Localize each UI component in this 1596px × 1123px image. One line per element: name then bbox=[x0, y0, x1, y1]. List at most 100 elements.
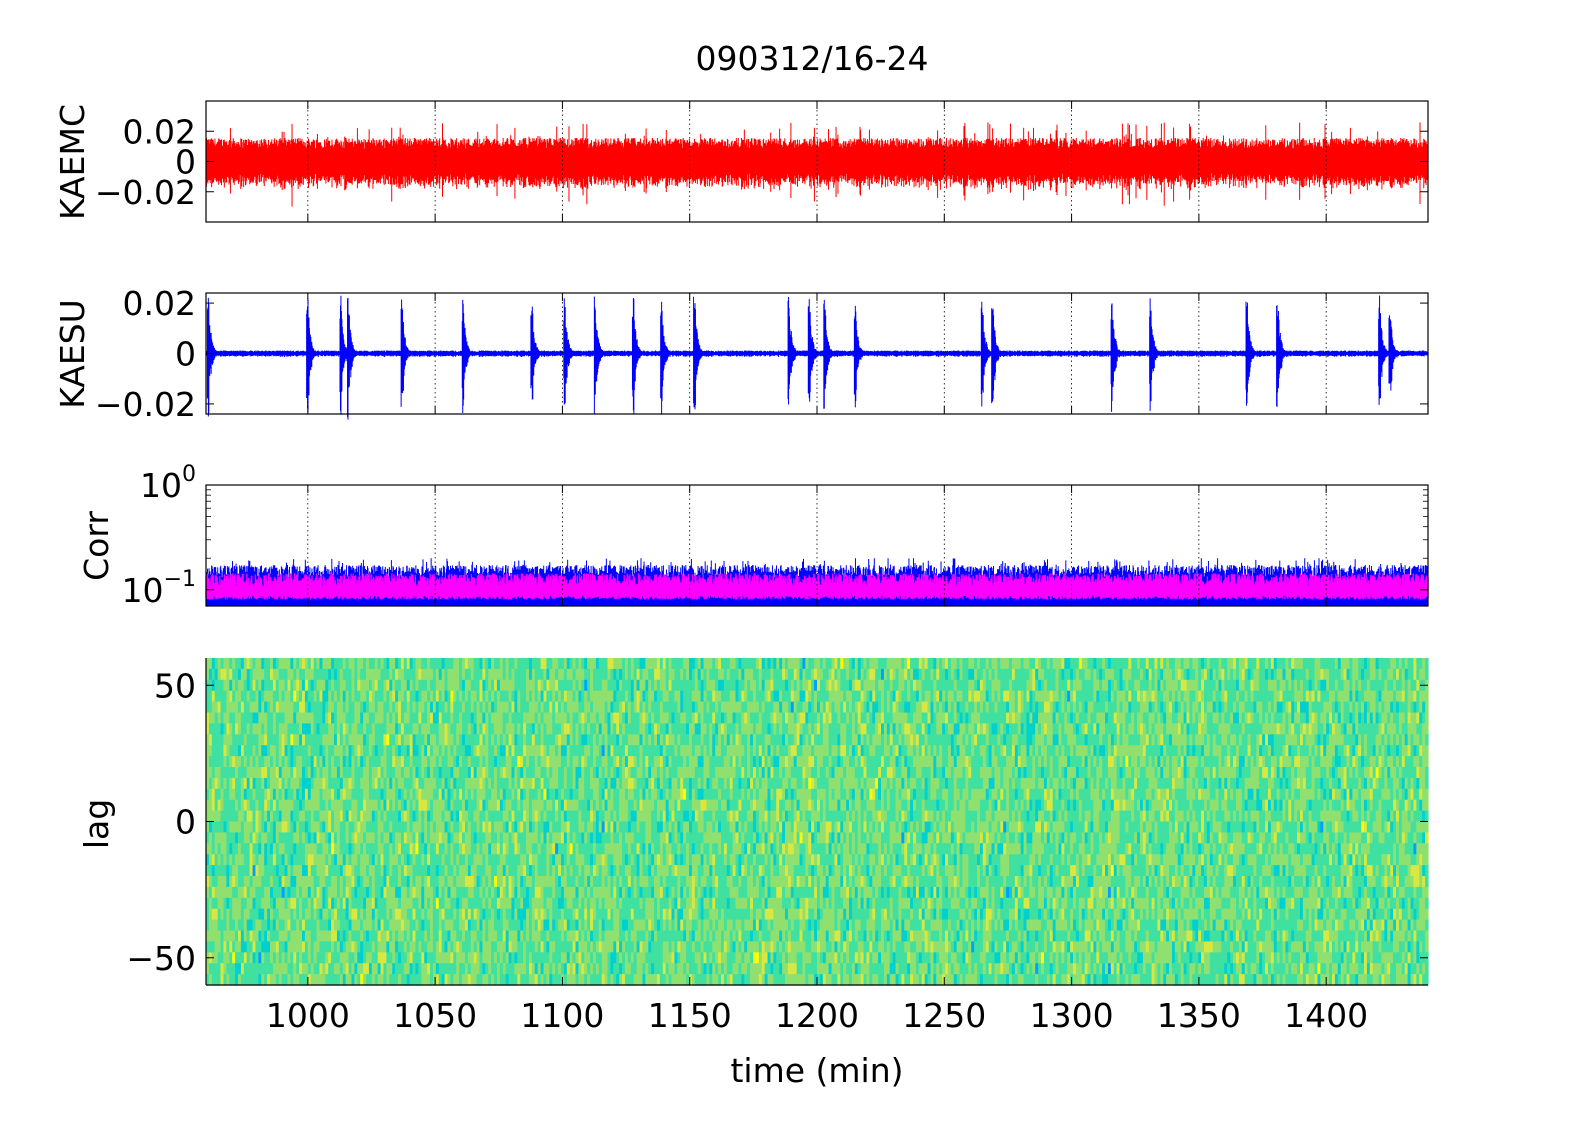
heatmap-cell bbox=[427, 788, 431, 801]
heatmap-cell bbox=[485, 745, 489, 757]
heatmap-cell bbox=[642, 876, 646, 888]
heatmap-cell bbox=[400, 690, 405, 703]
heatmap-cell bbox=[592, 734, 597, 746]
heatmap-cell bbox=[552, 756, 556, 768]
heatmap-cell bbox=[345, 767, 350, 779]
heatmap-cell bbox=[601, 668, 606, 681]
heatmap-cell bbox=[659, 788, 664, 801]
heatmap-column bbox=[281, 658, 286, 986]
heatmap-cell bbox=[281, 799, 286, 812]
heatmap-column bbox=[287, 658, 291, 986]
heatmap-cell bbox=[616, 854, 620, 866]
heatmap-cell bbox=[360, 690, 364, 703]
heatmap-cell bbox=[432, 952, 437, 964]
heatmap-cell bbox=[249, 821, 254, 833]
heatmap-cell bbox=[485, 690, 489, 703]
heatmap-column bbox=[656, 658, 661, 986]
heatmap-column bbox=[505, 658, 510, 986]
heatmap-cell bbox=[555, 843, 559, 855]
heatmap-column bbox=[400, 658, 405, 986]
heatmap-column bbox=[290, 658, 294, 986]
heatmap-cell bbox=[386, 799, 390, 812]
heatmap-cell bbox=[447, 745, 451, 757]
heatmap-cell bbox=[310, 777, 315, 790]
heatmap-cell bbox=[630, 777, 635, 790]
heatmap-cell bbox=[206, 734, 210, 746]
heatmap-cell bbox=[389, 908, 393, 921]
heatmap-cell bbox=[293, 788, 297, 801]
heatmap-cell bbox=[627, 788, 632, 801]
heatmap-cell bbox=[293, 777, 297, 790]
heatmap-cell bbox=[223, 756, 227, 768]
heatmap-cell bbox=[214, 745, 219, 757]
heatmap-cell bbox=[275, 930, 280, 942]
heatmap-cell bbox=[293, 919, 297, 932]
heatmap-cell bbox=[604, 854, 609, 866]
heatmap-cell bbox=[496, 974, 501, 986]
heatmap-cell bbox=[240, 919, 245, 932]
heatmap-cell bbox=[415, 788, 419, 801]
heatmap-column bbox=[563, 658, 568, 986]
heatmap-cell bbox=[389, 668, 393, 681]
heatmap-cell bbox=[528, 919, 533, 932]
heatmap-cell bbox=[462, 919, 466, 932]
heatmap-cell bbox=[351, 897, 355, 910]
heatmap-cell bbox=[622, 788, 626, 801]
heatmap-cell bbox=[659, 723, 664, 735]
heatmap-cell bbox=[357, 767, 361, 779]
heatmap-cell bbox=[287, 668, 291, 681]
heatmap-cell bbox=[450, 658, 454, 670]
heatmap-cell bbox=[432, 876, 437, 888]
heatmap-cell bbox=[578, 974, 582, 986]
heatmap-cell bbox=[363, 723, 367, 735]
heatmap-column bbox=[284, 658, 289, 986]
heatmap-cell bbox=[494, 974, 498, 986]
heatmap-cell bbox=[331, 777, 335, 790]
heatmap-cell bbox=[517, 701, 521, 714]
heatmap-cell bbox=[252, 658, 257, 670]
heatmap-cell bbox=[229, 854, 233, 866]
heatmap-cell bbox=[240, 843, 245, 855]
heatmap-cell bbox=[552, 821, 556, 833]
heatmap-cell bbox=[534, 963, 539, 975]
heatmap-cell bbox=[636, 668, 641, 681]
heatmap-cell bbox=[546, 734, 550, 746]
heatmap-cell bbox=[514, 930, 518, 942]
heatmap-cell bbox=[456, 897, 460, 910]
heatmap-cell bbox=[648, 679, 652, 692]
heatmap-cell bbox=[430, 679, 434, 692]
heatmap-cell bbox=[366, 843, 370, 855]
heatmap-cell bbox=[601, 919, 606, 932]
heatmap-cell bbox=[229, 679, 233, 692]
heatmap-cell bbox=[543, 679, 548, 692]
heatmap-cell bbox=[296, 690, 300, 703]
heatmap-column bbox=[624, 658, 629, 986]
heatmap-cell bbox=[654, 952, 658, 964]
heatmap-cell bbox=[552, 952, 556, 964]
heatmap-cell bbox=[566, 723, 571, 735]
heatmap-cell bbox=[229, 668, 233, 681]
heatmap-cell bbox=[476, 799, 481, 812]
heatmap-cell bbox=[406, 723, 411, 735]
heatmap-cell bbox=[563, 723, 568, 735]
heatmap-cell bbox=[409, 690, 414, 703]
heatmap-cell bbox=[403, 701, 408, 714]
heatmap-cell bbox=[403, 810, 408, 823]
heatmap-cell bbox=[488, 854, 492, 866]
heatmap-cell bbox=[622, 799, 626, 812]
heatmap-cell bbox=[624, 832, 629, 844]
heatmap-cell bbox=[409, 941, 414, 953]
heatmap-cell bbox=[508, 876, 513, 888]
heatmap-cell bbox=[304, 974, 309, 986]
heatmap-cell bbox=[485, 941, 489, 953]
heatmap-cell bbox=[572, 930, 577, 942]
heatmap-cell bbox=[642, 756, 646, 768]
heatmap-cell bbox=[444, 767, 449, 779]
heatmap-cell bbox=[587, 930, 591, 942]
heatmap-cell bbox=[517, 723, 521, 735]
heatmap-cell bbox=[246, 843, 251, 855]
heatmap-cell bbox=[485, 668, 489, 681]
heatmap-cell bbox=[491, 919, 495, 932]
heatmap-cell bbox=[255, 897, 259, 910]
heatmap-cell bbox=[334, 897, 338, 910]
